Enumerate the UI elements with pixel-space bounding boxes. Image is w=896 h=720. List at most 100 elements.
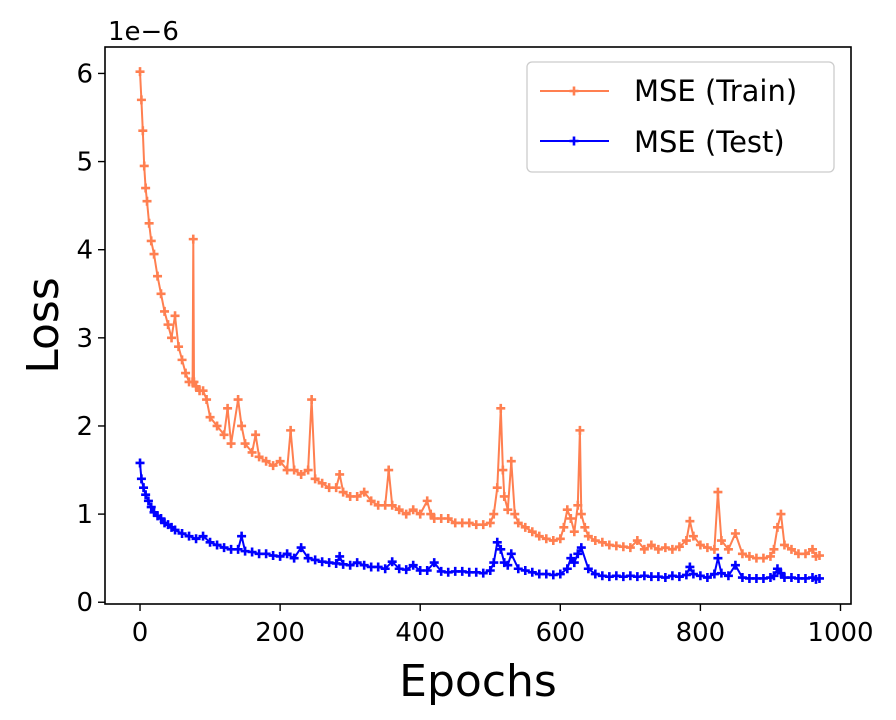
data-point (562, 564, 572, 574)
data-point (251, 430, 261, 440)
data-point (135, 458, 145, 468)
data-point (286, 425, 296, 435)
plot-frame (104, 46, 852, 605)
data-point (167, 333, 177, 343)
legend-marker-glyph (569, 86, 579, 96)
data-point (723, 544, 733, 554)
data-point (590, 536, 600, 546)
y-tick-label: 4 (76, 236, 93, 266)
data-point (415, 509, 425, 519)
data-point (499, 491, 509, 501)
data-point (660, 573, 670, 583)
data-point (198, 386, 208, 396)
data-point (555, 534, 565, 544)
data-point (237, 531, 247, 541)
data-point (296, 543, 306, 553)
data-point (685, 562, 695, 572)
data-point (695, 540, 705, 550)
data-point (506, 549, 516, 559)
data-point (559, 522, 569, 532)
data-point (310, 474, 320, 484)
data-point (800, 549, 810, 559)
x-axis-ticks: 0 200 400 600 800 1000 (132, 604, 874, 648)
data-point (513, 564, 523, 574)
data-point (814, 573, 824, 583)
data-point (384, 465, 394, 475)
data-point (359, 487, 369, 497)
data-point (562, 505, 572, 515)
data-point (478, 520, 488, 530)
data-point (219, 430, 229, 440)
data-point (188, 234, 198, 244)
series-train (135, 67, 824, 563)
x-axis-label: Epochs (399, 656, 557, 707)
data-point (401, 509, 411, 519)
data-point (569, 527, 579, 537)
data-point (156, 289, 166, 299)
data-point (786, 544, 796, 554)
data-point (814, 551, 824, 561)
data-point (520, 522, 530, 532)
y-tick-label: 3 (76, 324, 93, 354)
data-point (713, 487, 723, 497)
data-point (625, 543, 635, 553)
data-point (143, 496, 153, 506)
data-point (142, 196, 152, 206)
data-point (296, 469, 306, 479)
data-point (580, 522, 590, 532)
data-point (769, 571, 779, 581)
data-point (723, 571, 733, 581)
legend-marker-train (569, 86, 579, 96)
data-point (496, 544, 506, 554)
data-point (233, 544, 243, 554)
y-tick-label: 0 (76, 588, 93, 618)
data-point (401, 565, 411, 575)
data-point (303, 553, 313, 563)
data-point (702, 543, 712, 553)
data-point (163, 320, 173, 330)
data-point (566, 514, 576, 524)
data-point (139, 483, 149, 493)
data-point (254, 452, 264, 462)
data-point (422, 566, 432, 576)
data-point (632, 536, 642, 546)
data-point (139, 161, 149, 171)
data-point (394, 505, 404, 515)
data-point (716, 568, 726, 578)
data-point (146, 236, 156, 246)
data-point (289, 465, 299, 475)
data-point (667, 544, 677, 554)
data-point (527, 567, 537, 577)
data-point (205, 537, 215, 547)
data-point (307, 395, 317, 405)
data-point (506, 456, 516, 466)
data-point (498, 465, 508, 475)
data-point (181, 368, 191, 378)
y-axis-label: Loss (18, 277, 69, 374)
data-point (408, 505, 418, 515)
data-point (576, 509, 586, 519)
data-point (226, 439, 236, 449)
y-tick-label: 6 (76, 59, 93, 89)
data-point (202, 395, 212, 405)
y-tick-label: 5 (76, 148, 93, 178)
data-point (233, 395, 243, 405)
data-point (573, 549, 583, 559)
data-point (713, 553, 723, 563)
data-point (779, 540, 789, 550)
data-point (261, 549, 271, 559)
x-tick-label: 1000 (807, 618, 873, 648)
data-point (247, 547, 257, 557)
y-tick-label: 1 (76, 500, 93, 530)
data-point (597, 537, 607, 547)
data-point (136, 95, 146, 105)
data-point (730, 560, 740, 570)
data-point (373, 562, 383, 572)
data-point (247, 447, 257, 457)
data-point (380, 564, 390, 574)
data-point (765, 551, 775, 561)
x-tick-label: 0 (132, 618, 149, 648)
data-point (219, 543, 229, 553)
data-point (191, 534, 201, 544)
data-point (492, 537, 502, 547)
